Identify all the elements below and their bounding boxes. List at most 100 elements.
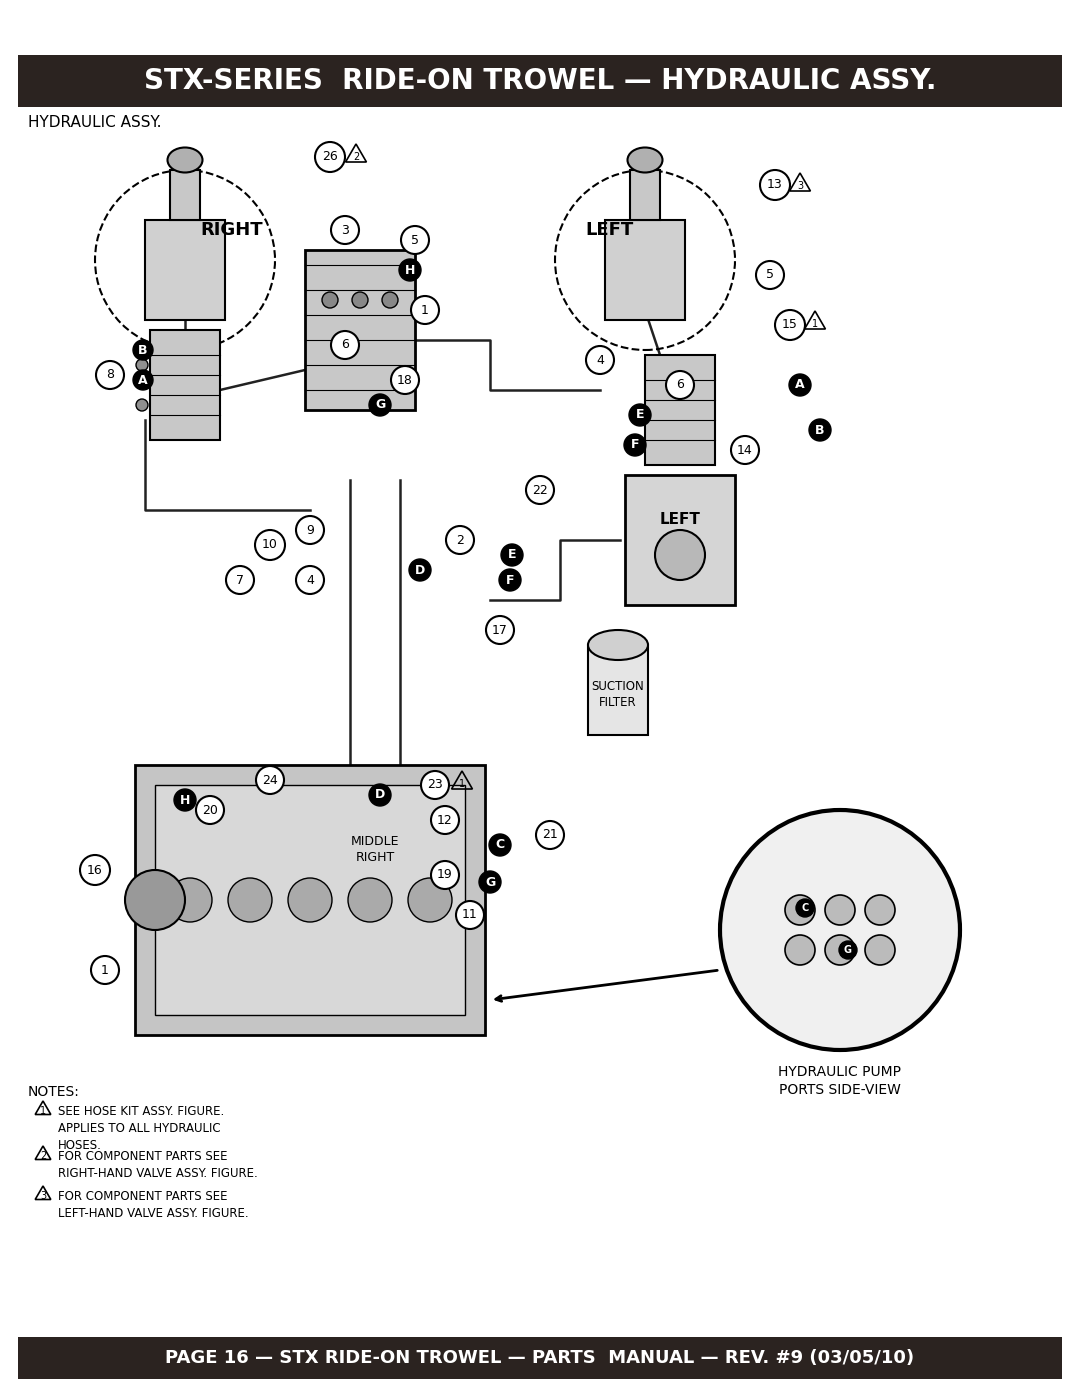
Circle shape: [756, 261, 784, 289]
Text: 3: 3: [341, 224, 349, 236]
Text: 14: 14: [738, 443, 753, 457]
Text: 5: 5: [766, 268, 774, 282]
Text: F: F: [505, 574, 514, 587]
Circle shape: [133, 370, 153, 390]
Text: 1: 1: [812, 319, 818, 330]
Text: LEFT: LEFT: [660, 513, 701, 528]
Text: 12: 12: [437, 813, 453, 827]
Circle shape: [731, 436, 759, 464]
Text: 4: 4: [306, 574, 314, 587]
Circle shape: [382, 292, 399, 307]
Text: 21: 21: [542, 828, 558, 841]
Circle shape: [91, 956, 119, 983]
Circle shape: [256, 766, 284, 793]
Circle shape: [296, 566, 324, 594]
Circle shape: [226, 566, 254, 594]
Ellipse shape: [167, 148, 203, 172]
Text: 24: 24: [262, 774, 278, 787]
Circle shape: [369, 394, 391, 416]
Circle shape: [789, 374, 811, 395]
Text: C: C: [801, 902, 809, 914]
Text: FOR COMPONENT PARTS SEE
LEFT-HAND VALVE ASSY. FIGURE.: FOR COMPONENT PARTS SEE LEFT-HAND VALVE …: [58, 1190, 248, 1220]
Circle shape: [96, 360, 124, 388]
Circle shape: [391, 366, 419, 394]
Text: 13: 13: [767, 179, 783, 191]
Circle shape: [401, 226, 429, 254]
Text: G: G: [375, 398, 386, 412]
Circle shape: [499, 569, 521, 591]
Bar: [170, 170, 200, 219]
Circle shape: [839, 942, 858, 958]
Circle shape: [133, 339, 153, 360]
Circle shape: [136, 400, 148, 411]
Bar: [18, 1337, 1062, 1379]
Text: MIDDLE
RIGHT: MIDDLE RIGHT: [351, 835, 400, 863]
Text: C: C: [496, 838, 504, 852]
Text: 18: 18: [397, 373, 413, 387]
Text: G: G: [485, 876, 495, 888]
Text: RIGHT: RIGHT: [200, 221, 262, 239]
Circle shape: [775, 310, 805, 339]
Text: SEE HOSE KIT ASSY. FIGURE.
APPLIES TO ALL HYDRAULIC
HOSES.: SEE HOSE KIT ASSY. FIGURE. APPLIES TO AL…: [58, 1105, 225, 1153]
Text: A: A: [795, 379, 805, 391]
Text: H: H: [405, 264, 415, 277]
Circle shape: [421, 771, 449, 799]
Circle shape: [322, 292, 338, 307]
Circle shape: [431, 806, 459, 834]
Circle shape: [195, 796, 224, 824]
Text: 9: 9: [306, 524, 314, 536]
Text: LEFT: LEFT: [585, 221, 633, 239]
Circle shape: [629, 404, 651, 426]
Text: B: B: [138, 344, 148, 356]
Circle shape: [785, 935, 815, 965]
Text: 3: 3: [797, 182, 804, 191]
Text: 15: 15: [782, 319, 798, 331]
Circle shape: [825, 935, 855, 965]
Bar: [156, 785, 465, 1016]
Text: 17: 17: [492, 623, 508, 637]
Text: 23: 23: [427, 778, 443, 792]
Circle shape: [809, 419, 831, 441]
Circle shape: [408, 877, 453, 922]
Circle shape: [352, 292, 368, 307]
Circle shape: [865, 935, 895, 965]
Circle shape: [136, 359, 148, 372]
Bar: [588, 645, 648, 735]
Text: 7: 7: [237, 574, 244, 587]
Bar: [605, 219, 685, 320]
Text: E: E: [636, 408, 645, 422]
Circle shape: [760, 170, 789, 200]
Circle shape: [785, 895, 815, 925]
Circle shape: [720, 810, 960, 1051]
Text: E: E: [508, 549, 516, 562]
Bar: [18, 54, 1062, 108]
Text: FOR COMPONENT PARTS SEE
RIGHT-HAND VALVE ASSY. FIGURE.: FOR COMPONENT PARTS SEE RIGHT-HAND VALVE…: [58, 1150, 258, 1180]
Circle shape: [480, 870, 501, 893]
Circle shape: [369, 784, 391, 806]
Text: B: B: [815, 423, 825, 436]
Circle shape: [456, 901, 484, 929]
Circle shape: [348, 877, 392, 922]
Text: HYDRAULIC ASSY.: HYDRAULIC ASSY.: [28, 115, 162, 130]
Circle shape: [399, 258, 421, 281]
Circle shape: [431, 861, 459, 888]
Circle shape: [865, 895, 895, 925]
Text: 5: 5: [411, 233, 419, 246]
Text: 10: 10: [262, 538, 278, 552]
Text: 8: 8: [106, 369, 114, 381]
Ellipse shape: [588, 630, 648, 659]
Text: D: D: [375, 788, 386, 802]
Text: H: H: [179, 793, 190, 806]
Circle shape: [228, 877, 272, 922]
Circle shape: [409, 559, 431, 581]
Circle shape: [666, 372, 694, 400]
Circle shape: [624, 434, 646, 455]
Text: 1: 1: [459, 780, 465, 789]
Circle shape: [315, 142, 345, 172]
Text: PAGE 16 — STX RIDE-ON TROWEL — PARTS  MANUAL — REV. #9 (03/05/10): PAGE 16 — STX RIDE-ON TROWEL — PARTS MAN…: [165, 1350, 915, 1368]
Ellipse shape: [627, 148, 662, 172]
Circle shape: [330, 217, 359, 244]
Circle shape: [288, 877, 332, 922]
Text: 6: 6: [341, 338, 349, 352]
Circle shape: [255, 529, 285, 560]
